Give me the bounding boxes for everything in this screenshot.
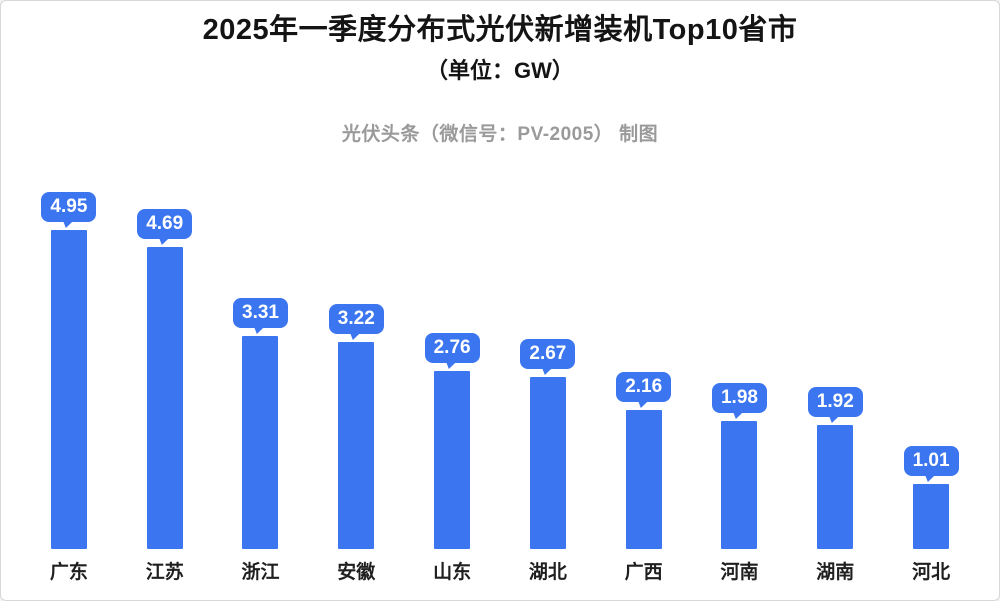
bar-column: 4.95 广东 (21, 192, 117, 584)
value-bubble: 2.67 (520, 339, 576, 375)
bar-column: 2.76 山东 (404, 192, 500, 584)
category-label: 浙江 (241, 562, 280, 583)
value-bubble: 4.69 (137, 209, 193, 245)
chart-attribution: 光伏头条（微信号：PV-2005） 制图 (341, 123, 659, 145)
category-label: 安徽 (337, 562, 376, 583)
value-label: 2.16 (625, 376, 663, 397)
category-label: 湖南 (816, 562, 855, 583)
value-label: 2.76 (433, 337, 471, 358)
category-label: 山东 (433, 562, 472, 583)
bar-column: 1.98 河南 (692, 192, 788, 584)
bar (529, 377, 566, 549)
chart-unit-label: （单位：GW） (426, 57, 574, 83)
bar (721, 421, 758, 549)
category-label: 河南 (720, 562, 759, 583)
bar-column: 3.31 浙江 (213, 192, 309, 584)
value-label: 1.98 (720, 387, 758, 408)
bar (146, 247, 183, 549)
bubble-tail-icon (539, 368, 553, 375)
chart-header: 2025年一季度分布式光伏新增装机Top10省市 （单位：GW） 光伏头条（微信… (1, 1, 999, 146)
bar-column: 3.22 安徽 (308, 192, 404, 584)
bubble-tail-icon (348, 333, 361, 340)
value-label: 1.92 (816, 391, 854, 412)
bubble-tail-icon (60, 221, 74, 228)
value-label: 1.01 (912, 450, 950, 471)
bar (817, 425, 854, 549)
bar-column: 2.67 湖北 (500, 192, 596, 584)
category-label: 湖北 (528, 562, 567, 583)
bar-column: 1.01 河北 (883, 192, 979, 584)
value-bubble: 1.01 (903, 446, 959, 482)
bar (242, 336, 279, 549)
value-bubble: 3.31 (233, 298, 288, 334)
bubble-tail-icon (635, 401, 648, 408)
bar-column: 1.92 湖南 (787, 192, 883, 584)
bubble-tail-icon (443, 362, 457, 369)
bar-chart: 4.95 广东 4.69 江苏 3.31 浙江 3.22 (1, 192, 999, 600)
value-bubble: 1.98 (711, 383, 767, 419)
bar (338, 342, 375, 549)
value-bubble: 4.95 (41, 192, 97, 228)
category-label: 河北 (912, 562, 951, 583)
category-label: 广西 (624, 562, 663, 583)
value-bubble: 1.92 (807, 387, 863, 423)
value-bubble: 2.16 (616, 372, 672, 408)
bar-column: 2.16 广西 (596, 192, 692, 584)
bubble-tail-icon (922, 475, 936, 482)
bar (434, 371, 471, 549)
value-label: 4.95 (50, 196, 88, 217)
value-bubble: 3.22 (328, 304, 384, 340)
bar-column: 4.69 江苏 (117, 192, 213, 584)
bar (913, 484, 950, 549)
value-label: 3.22 (337, 308, 375, 329)
value-bubble: 2.76 (424, 333, 480, 369)
category-label: 广东 (49, 562, 88, 583)
value-label: 3.31 (242, 302, 279, 323)
chart-title: 2025年一季度分布式光伏新增装机Top10省市 (202, 14, 798, 46)
bubble-tail-icon (731, 412, 744, 419)
bar (625, 410, 662, 549)
category-label: 江苏 (145, 562, 184, 583)
bubble-tail-icon (252, 327, 265, 334)
value-label: 4.69 (146, 213, 184, 234)
bar (50, 230, 87, 549)
bubble-tail-icon (156, 238, 169, 245)
value-label: 2.67 (529, 343, 567, 364)
bubble-tail-icon (827, 416, 840, 423)
